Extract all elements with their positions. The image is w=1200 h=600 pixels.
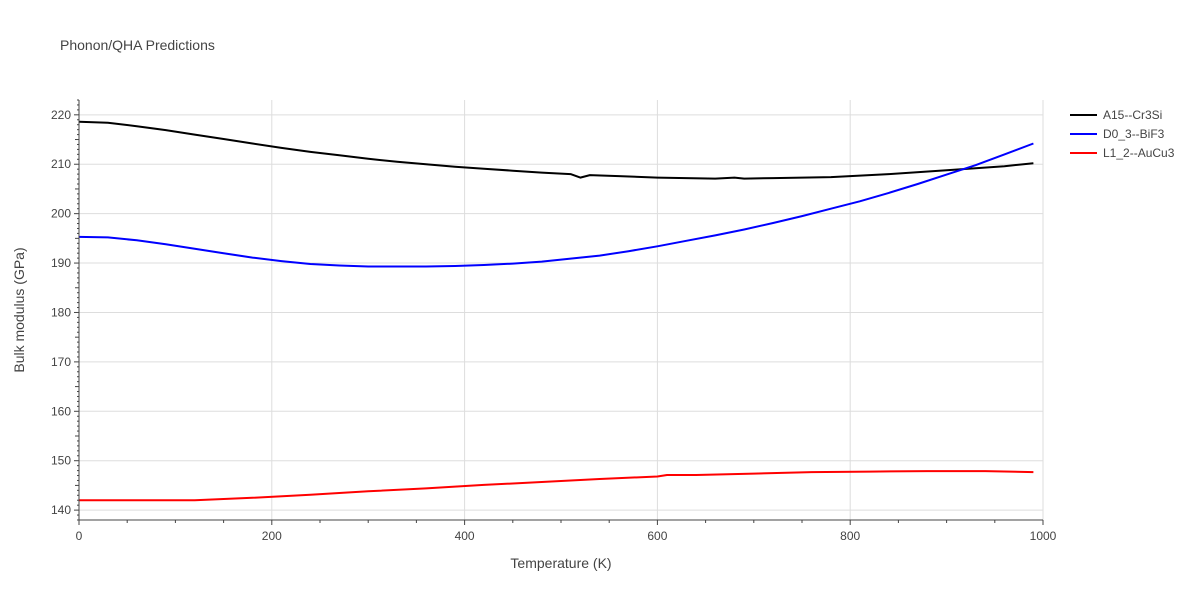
legend-label[interactable]: L1_2--AuCu3 (1103, 146, 1175, 160)
x-tick-label: 1000 (1030, 529, 1057, 543)
x-tick-label: 200 (262, 529, 282, 543)
legend[interactable]: A15--Cr3Si D0_3--BiF3 L1_2--AuCu3 (1070, 108, 1175, 160)
axes: 140 150 160 170 180 190 200 210 220 0 200 400 600 800… (51, 99, 1057, 543)
x-tick-label: 800 (840, 529, 860, 543)
y-axis-title: Bulk modulus (GPa) (11, 247, 27, 372)
series-line-2[interactable] (78, 142, 1034, 268)
plot-area[interactable] (78, 120, 1034, 502)
series-line-1[interactable] (78, 120, 1034, 180)
y-tick-label: 140 (51, 503, 71, 517)
series-line-3[interactable] (79, 470, 1034, 502)
y-tick-label: 160 (51, 404, 71, 418)
grid (78, 100, 1044, 520)
x-axis-title: Temperature (K) (510, 555, 611, 571)
x-tick-label: 400 (455, 529, 475, 543)
y-tick-label: 150 (51, 454, 71, 468)
y-tick-label: 170 (51, 355, 71, 369)
y-tick-label: 190 (51, 256, 71, 270)
y-tick-label: 200 (51, 207, 71, 221)
x-tick-label: 0 (76, 529, 83, 543)
legend-label[interactable]: A15--Cr3Si (1103, 108, 1162, 122)
chart-title: Phonon/QHA Predictions (60, 37, 215, 53)
y-tick-label: 210 (51, 157, 71, 171)
x-tick-label: 600 (647, 529, 667, 543)
y-tick-label: 220 (51, 108, 71, 122)
legend-label[interactable]: D0_3--BiF3 (1103, 127, 1165, 141)
y-tick-label: 180 (51, 305, 71, 319)
